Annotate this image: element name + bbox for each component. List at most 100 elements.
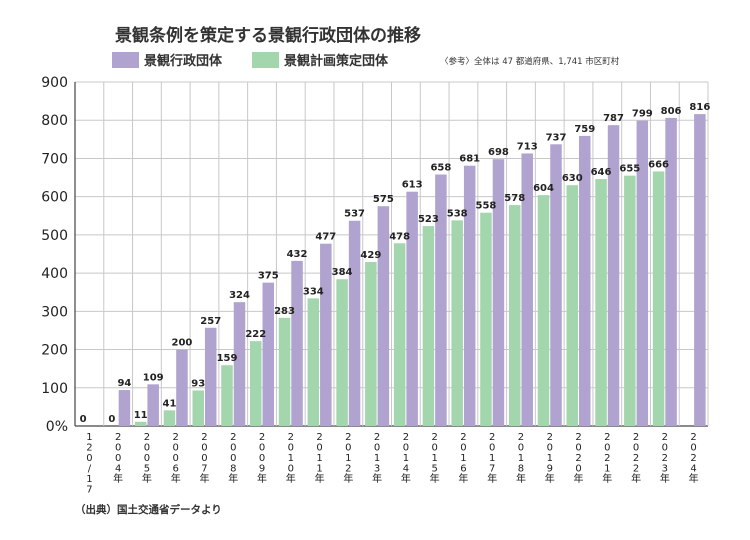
y-tick-label: 100 bbox=[41, 381, 68, 397]
value-label: 799 bbox=[632, 109, 653, 120]
value-label: 334 bbox=[303, 286, 324, 297]
value-label: 604 bbox=[533, 183, 554, 194]
value-label: 41 bbox=[162, 398, 176, 409]
value-label: 384 bbox=[332, 267, 353, 278]
value-label: 666 bbox=[648, 159, 669, 170]
bar-series2 bbox=[508, 205, 521, 426]
bar-series2 bbox=[451, 220, 463, 426]
bar-series2 bbox=[163, 410, 176, 426]
value-label: 575 bbox=[373, 194, 394, 205]
value-label: 816 bbox=[689, 102, 710, 113]
source-note: （出典）国土交通省データより bbox=[75, 503, 222, 516]
bar-series2 bbox=[595, 179, 607, 426]
bar-series1 bbox=[348, 220, 361, 426]
bar-series1 bbox=[607, 125, 620, 427]
y-tick-label: 900 bbox=[41, 75, 68, 91]
bar-series2 bbox=[365, 262, 377, 426]
y-tick-label: 800 bbox=[41, 113, 68, 129]
y-tick-label: 300 bbox=[41, 304, 68, 320]
legend-label-series1: 景観行政団体 bbox=[144, 53, 223, 69]
value-label: 0 bbox=[80, 414, 87, 425]
bar-series2 bbox=[221, 365, 233, 426]
y-tick-label: 0% bbox=[46, 419, 68, 435]
bar-series2 bbox=[278, 317, 291, 426]
y-tick-label: 500 bbox=[41, 228, 68, 244]
bar-series1 bbox=[233, 302, 246, 426]
value-label: 93 bbox=[191, 378, 205, 389]
value-label: 432 bbox=[287, 249, 308, 260]
value-label: 477 bbox=[315, 232, 336, 243]
bar-series1 bbox=[204, 327, 217, 426]
value-label: 538 bbox=[447, 208, 468, 219]
bar-series2 bbox=[422, 226, 435, 426]
gridlines bbox=[74, 81, 709, 427]
value-label: 713 bbox=[517, 141, 538, 152]
value-label: 578 bbox=[504, 193, 525, 204]
value-label: 787 bbox=[603, 113, 624, 124]
value-label: 429 bbox=[360, 250, 381, 261]
value-label: 478 bbox=[389, 231, 410, 242]
value-label: 283 bbox=[274, 306, 295, 317]
value-label: 759 bbox=[574, 124, 595, 135]
value-label: 0 bbox=[108, 414, 115, 425]
value-label: 558 bbox=[476, 201, 497, 212]
value-label: 11 bbox=[134, 410, 148, 421]
bar-series2 bbox=[307, 298, 320, 426]
legend: 景観行政団体 景観計画策定団体 〈参考〉全体は 47 都道府県、1,741 市区… bbox=[112, 52, 620, 69]
value-label: 681 bbox=[459, 154, 480, 165]
value-label: 324 bbox=[229, 290, 250, 301]
legend-label-series2: 景観計画策定団体 bbox=[284, 53, 389, 69]
bar-series2 bbox=[480, 212, 492, 426]
value-label: 537 bbox=[344, 209, 365, 220]
legend-swatch-series2 bbox=[252, 52, 279, 68]
bar-series1 bbox=[550, 144, 562, 426]
bar-series1 bbox=[118, 390, 131, 426]
bar-series1 bbox=[521, 153, 533, 426]
bar-series2 bbox=[134, 421, 147, 426]
bar-series2 bbox=[336, 279, 348, 426]
bar-series2 bbox=[537, 195, 550, 426]
bar-series1 bbox=[492, 159, 505, 426]
x-tick-label: 1 2 0/1 7 bbox=[86, 432, 92, 496]
bar-series1 bbox=[579, 135, 591, 427]
value-label: 109 bbox=[143, 372, 164, 383]
value-label: 159 bbox=[217, 353, 238, 364]
value-label: 698 bbox=[488, 147, 509, 158]
bar-series1 bbox=[406, 191, 418, 426]
value-label: 737 bbox=[546, 132, 567, 143]
bar-series1 bbox=[694, 114, 706, 427]
bar-series1 bbox=[636, 120, 649, 427]
value-label: 375 bbox=[258, 271, 279, 282]
value-label: 257 bbox=[200, 316, 221, 327]
value-label: 655 bbox=[619, 164, 640, 175]
y-axis: 0% 100 200 300 400 500 600 700 800 900 bbox=[41, 75, 68, 435]
bar-series1 bbox=[176, 349, 188, 426]
bar-series2 bbox=[652, 171, 665, 426]
bar-series1 bbox=[147, 384, 159, 426]
bar-series1 bbox=[435, 174, 447, 426]
bar-series2 bbox=[250, 341, 262, 426]
value-label: 646 bbox=[591, 167, 612, 178]
bar-series2 bbox=[393, 243, 406, 426]
x-axis: 1 2 0/1 7 2 0 0 4 年 2 0 0 5 年 2 0 0 6 年 2 0 0 7 年 2 0 0 8 年 2 0 0 9 年 2 0 1 0… bbox=[86, 432, 698, 496]
bar-series2 bbox=[624, 175, 636, 426]
bar-series1 bbox=[665, 117, 677, 426]
value-label: 222 bbox=[245, 329, 266, 340]
bar-series1 bbox=[377, 206, 390, 426]
